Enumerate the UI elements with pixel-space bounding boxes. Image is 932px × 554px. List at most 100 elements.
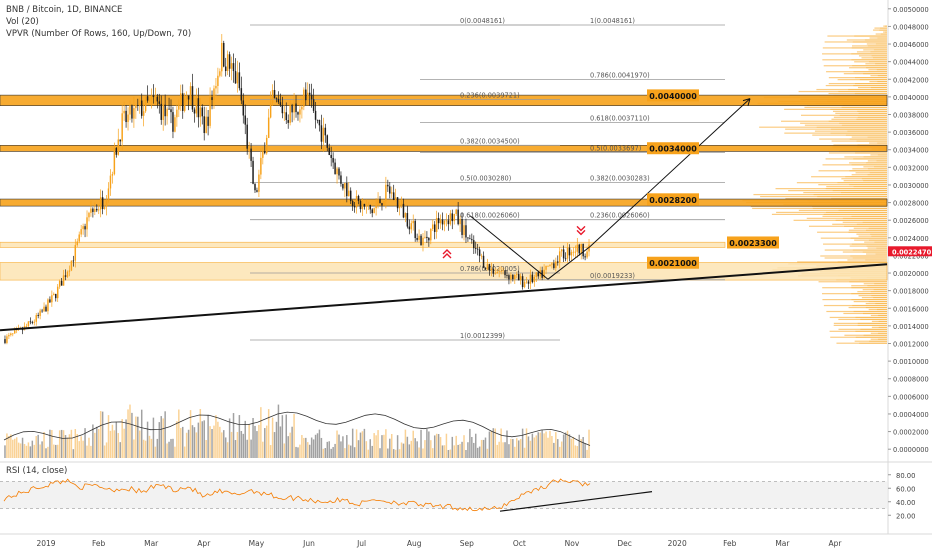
candle-body [111,174,114,176]
vpvr-bar [824,257,887,259]
candle-body [211,97,213,100]
volume-bar [283,443,286,458]
candle-body [433,224,436,232]
volume-bar [383,434,385,458]
volume-bar [326,441,329,458]
vpvr-bar [861,297,887,299]
candle-body [129,105,131,115]
candle-body [88,212,90,218]
vpvr-bar [869,81,887,83]
vpvr-bar [753,193,887,196]
drawings[interactable] [0,98,888,332]
fib-level-label: 1(0.0012399) [460,332,505,340]
candle-body [398,204,401,209]
volume-bar [332,447,334,458]
volume-bar [433,435,436,458]
candle-body [264,151,266,154]
volume-bars [3,404,591,458]
vpvr-bar-down [851,215,887,217]
volume-bar [484,437,487,458]
vpvr-bar [858,55,887,57]
volume-bar [558,446,561,458]
volume-bar [170,438,172,458]
candle-body [332,157,334,163]
volume-bar [574,445,577,458]
volume-bar [535,435,538,458]
volume-bar [264,428,266,458]
volume-bar [39,444,41,458]
candle-body [58,280,61,287]
vpvr-bar-down [876,247,887,249]
candle-body [168,108,170,110]
vpvr-bar [862,289,887,291]
candle-body [236,72,239,84]
vpvr-bar [825,84,887,87]
candle-body [254,183,256,191]
candle-body [390,192,393,194]
volume-bar [6,433,8,458]
vpvr-bar [865,302,887,305]
vpvr-bar-down [830,128,887,130]
volume-indicator-label[interactable]: Vol (20) [6,17,39,27]
candle-body [484,267,487,270]
vpvr-bar-down [868,300,887,303]
vpvr-bar-down [851,59,887,61]
rsi-indicator-label[interactable]: RSI (14, close) [6,466,68,476]
vpvr-bar [822,53,887,55]
candle-body [103,206,106,210]
volume-bar [506,430,508,458]
volume-bar [303,437,305,458]
vpvr-bar-down [873,289,887,291]
vpvr-bar-down [870,233,887,235]
volume-bar [68,434,71,458]
candle-body [43,306,45,312]
vpvr-bar [798,90,887,93]
volume-bar [492,428,495,458]
vpvr-bar-down [842,217,887,219]
volume-bar [371,445,373,458]
level-tags[interactable]: 0.0040000 0.0034000 0.0028200 0.0023300 0.00… [647,89,932,269]
volume-bar [355,429,358,458]
volume-bar [14,438,16,458]
vpvr-bar [801,114,887,116]
volume-bar [119,442,121,458]
volume-bar [316,433,319,458]
candle-body [435,217,438,232]
time-axis-label: Aug [407,539,422,548]
volume-bar [428,431,430,458]
vpvr-indicator-label[interactable]: VPVR (Number Of Rows, 160, Up/Down, 70) [6,29,192,39]
candle-body [238,72,241,89]
candle-body [291,105,293,113]
vpvr-bar-down [851,293,887,295]
vpvr-bar-down [838,90,887,93]
vpvr-bar-down [875,63,887,65]
candle-body [420,235,422,246]
candle-body [293,103,295,113]
volume-bar [349,445,352,458]
candle-body [422,237,424,246]
candle-body [37,315,39,316]
vpvr-bar-down [851,47,887,49]
vpvr-bar [750,205,887,208]
vpvr-bar [869,142,887,144]
candle-body [498,271,500,273]
candle-body [125,110,127,123]
volume-bar [517,440,520,458]
candle-body [461,218,463,235]
symbol-title[interactable]: BNB / Bitcoin, 1D, BINANCE [6,5,123,15]
volume-bar [555,432,557,458]
vpvr-bar [804,124,887,126]
volume-bar [398,449,401,458]
candle-body [271,90,274,103]
vpvr-bar-down [851,164,887,166]
candle-body [566,247,569,259]
candle-body [152,95,155,97]
volume-bar [174,446,176,458]
volume-bar [53,444,55,458]
volume-bar [271,417,274,458]
volume-bar [328,441,330,458]
candle-body [586,251,588,258]
candle-body [389,186,391,194]
level-tag-box [647,142,699,155]
